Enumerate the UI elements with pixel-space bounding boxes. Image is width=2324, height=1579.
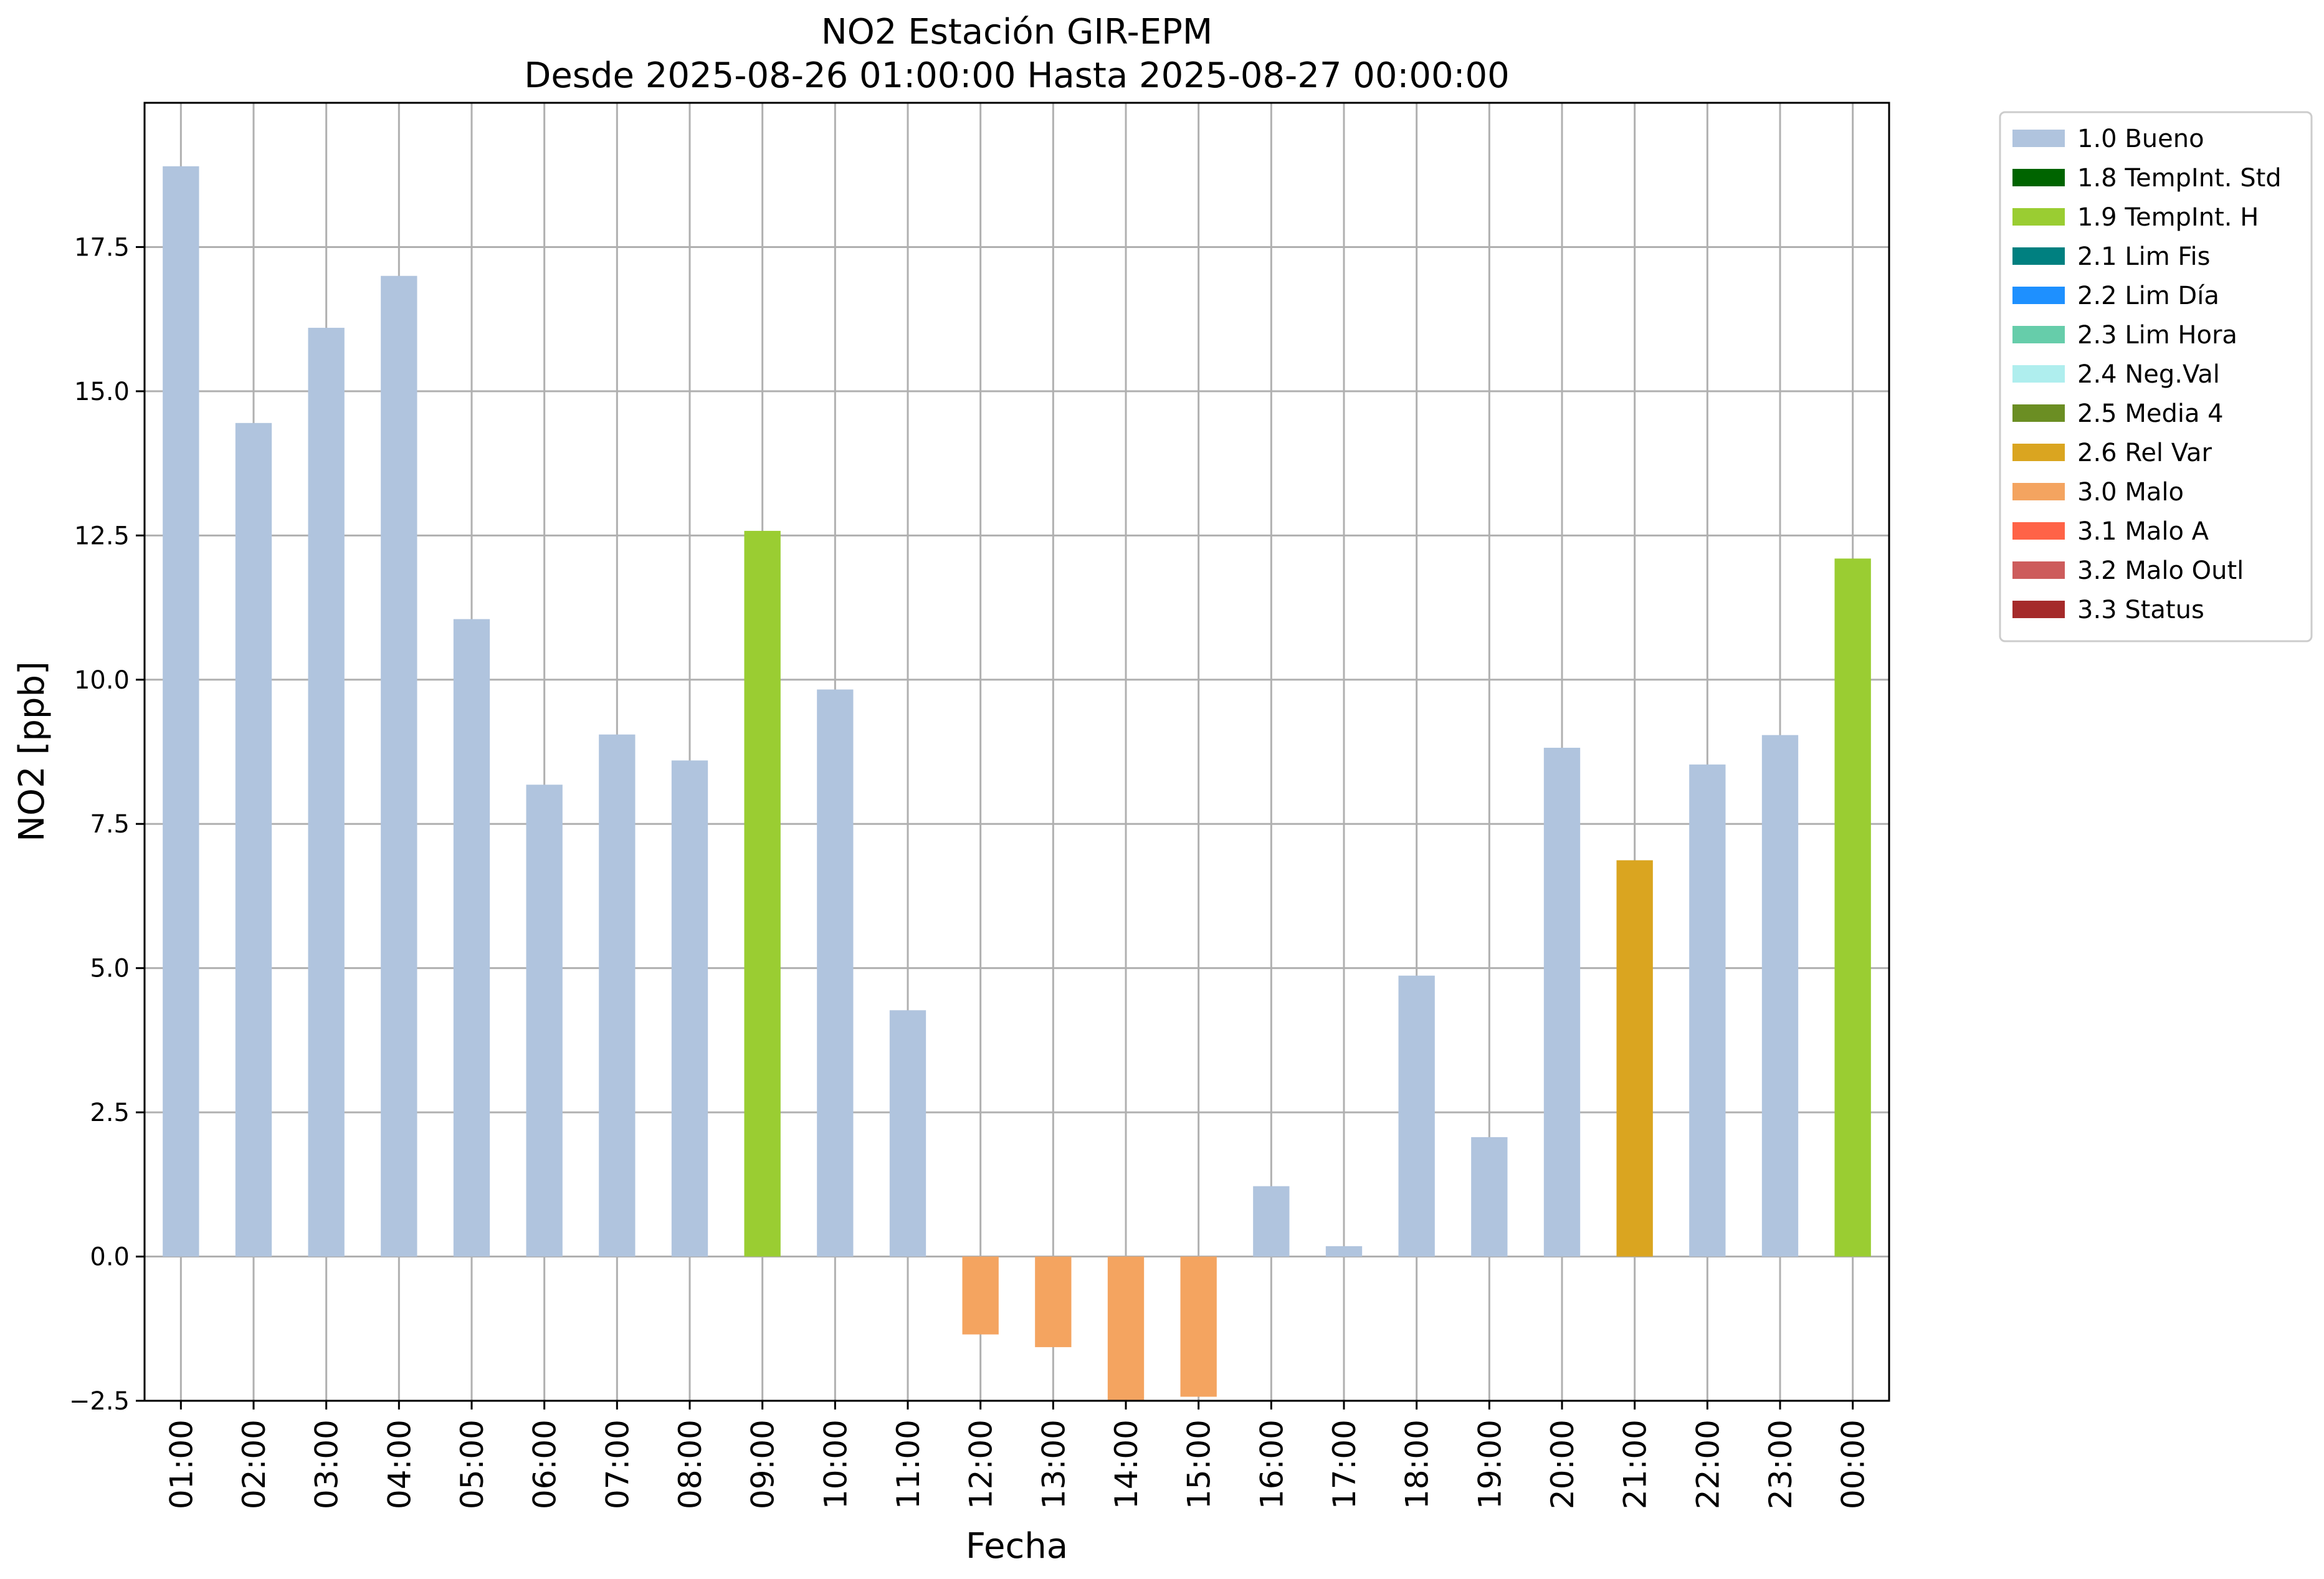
x-axis-label: Fecha bbox=[966, 1526, 1068, 1567]
bar-1200 bbox=[962, 1256, 999, 1335]
legend-label: 2.1 Lim Fis bbox=[2077, 242, 2210, 271]
y-tick-label: 0.0 bbox=[90, 1243, 130, 1272]
legend-label: 3.3 Status bbox=[2077, 596, 2204, 624]
legend-label: 2.5 Media 4 bbox=[2077, 399, 2224, 428]
legend-label: 1.9 TempInt. H bbox=[2077, 203, 2259, 232]
legend-label: 3.0 Malo bbox=[2077, 478, 2184, 507]
legend-label: 2.6 Rel Var bbox=[2077, 439, 2212, 467]
bar-2200 bbox=[1689, 764, 1726, 1257]
legend-swatch bbox=[2012, 522, 2065, 540]
legend-swatch bbox=[2012, 208, 2065, 226]
x-tick-label: 06:00 bbox=[527, 1419, 563, 1509]
bar-1900 bbox=[1471, 1137, 1508, 1257]
bar-1000 bbox=[817, 689, 854, 1257]
x-tick-label: 04:00 bbox=[381, 1419, 417, 1509]
legend-swatch bbox=[2012, 247, 2065, 265]
y-axis-label: NO2 [ppb] bbox=[12, 661, 52, 842]
x-tick-label: 05:00 bbox=[454, 1419, 490, 1509]
bar-2100 bbox=[1616, 860, 1653, 1257]
bar-1300 bbox=[1035, 1256, 1072, 1347]
legend-swatch bbox=[2012, 561, 2065, 579]
x-tick-label: 17:00 bbox=[1326, 1419, 1363, 1509]
bar-0800 bbox=[671, 760, 708, 1257]
bars bbox=[163, 166, 1871, 1401]
y-tick-label: 2.5 bbox=[90, 1099, 130, 1127]
y-tick-label: 7.5 bbox=[90, 810, 130, 839]
legend-label: 2.2 Lim Día bbox=[2077, 282, 2219, 310]
y-tick-label: 10.0 bbox=[74, 666, 130, 695]
legend-swatch bbox=[2012, 483, 2065, 500]
legend-label: 1.0 Bueno bbox=[2077, 125, 2204, 153]
x-tick-label: 16:00 bbox=[1254, 1419, 1290, 1509]
x-tick-label: 08:00 bbox=[672, 1419, 708, 1509]
bar-0000 bbox=[1834, 558, 1871, 1257]
y-tick-label: −2.5 bbox=[69, 1387, 130, 1416]
legend-label: 3.2 Malo Outl bbox=[2077, 556, 2244, 585]
bar-0100 bbox=[163, 166, 199, 1257]
x-tick-label: 23:00 bbox=[1763, 1419, 1799, 1509]
bar-1400 bbox=[1107, 1256, 1145, 1401]
bar-0200 bbox=[235, 422, 272, 1257]
legend-label: 2.3 Lim Hora bbox=[2077, 321, 2237, 350]
legend-swatch bbox=[2012, 287, 2065, 304]
bar-0700 bbox=[599, 734, 636, 1257]
y-tick-label: 15.0 bbox=[74, 378, 130, 406]
bar-1500 bbox=[1180, 1256, 1217, 1397]
x-tick-label: 22:00 bbox=[1690, 1419, 1726, 1509]
bar-2000 bbox=[1543, 748, 1581, 1257]
x-tick-label: 12:00 bbox=[963, 1419, 999, 1509]
x-tick-label: 09:00 bbox=[745, 1419, 781, 1509]
bar-1100 bbox=[889, 1010, 926, 1257]
bar-2300 bbox=[1761, 735, 1799, 1257]
legend-swatch bbox=[2012, 444, 2065, 461]
axes: −2.5 0.0 2.5 5.0 7.5 10.0 12.5 15.0 17.5 01:00 02:… bbox=[69, 102, 1890, 1509]
bar-0300 bbox=[308, 328, 345, 1257]
legend-swatch bbox=[2012, 169, 2065, 186]
legend-label: 2.4 Neg.Val bbox=[2077, 360, 2220, 389]
legend-swatch bbox=[2012, 404, 2065, 422]
y-tick-label: 12.5 bbox=[74, 522, 130, 550]
legend-swatch bbox=[2012, 365, 2065, 383]
legend-swatch bbox=[2012, 326, 2065, 343]
x-tick-label: 03:00 bbox=[309, 1419, 345, 1509]
legend-swatch bbox=[2012, 601, 2065, 618]
x-tick-label: 07:00 bbox=[599, 1419, 636, 1509]
legend-box bbox=[1999, 111, 2313, 642]
plot-frame bbox=[143, 102, 1890, 1402]
chart-title: NO2 Estación GIR-EPM bbox=[821, 12, 1212, 52]
bar-1700 bbox=[1325, 1246, 1363, 1257]
chart-subtitle: Desde 2025-08-26 01:00:00 Hasta 2025-08-… bbox=[524, 55, 1510, 96]
bar-0600 bbox=[526, 785, 563, 1257]
y-tick-label: 5.0 bbox=[90, 955, 130, 983]
y-tick-label: 17.5 bbox=[74, 233, 130, 262]
bar-0900 bbox=[744, 530, 781, 1257]
legend-label: 1.8 TempInt. Std bbox=[2077, 164, 2282, 193]
x-tick-label: 21:00 bbox=[1617, 1419, 1654, 1509]
x-tick-label: 13:00 bbox=[1036, 1419, 1072, 1509]
x-tick-label: 15:00 bbox=[1181, 1419, 1217, 1509]
x-tick-label: 00:00 bbox=[1836, 1419, 1872, 1509]
x-tick-label: 18:00 bbox=[1399, 1419, 1436, 1509]
x-tick-label: 20:00 bbox=[1545, 1419, 1581, 1509]
bar-0400 bbox=[381, 275, 417, 1257]
legend: 1.0 Bueno 1.8 TempInt. Std 1.9 TempInt. H 2… bbox=[1999, 111, 2313, 642]
bar-1800 bbox=[1398, 975, 1435, 1257]
legend-swatch bbox=[2012, 130, 2065, 147]
x-tick-label: 01:00 bbox=[163, 1419, 199, 1509]
x-tick-label: 11:00 bbox=[890, 1419, 926, 1509]
x-tick-label: 14:00 bbox=[1108, 1419, 1145, 1509]
bar-1600 bbox=[1253, 1186, 1290, 1257]
x-tick-label: 10:00 bbox=[817, 1419, 854, 1509]
x-tick-label: 02:00 bbox=[236, 1419, 272, 1509]
x-tick-label: 19:00 bbox=[1472, 1419, 1508, 1509]
legend-label: 3.1 Malo A bbox=[2077, 517, 2209, 546]
bar-0500 bbox=[453, 619, 490, 1257]
